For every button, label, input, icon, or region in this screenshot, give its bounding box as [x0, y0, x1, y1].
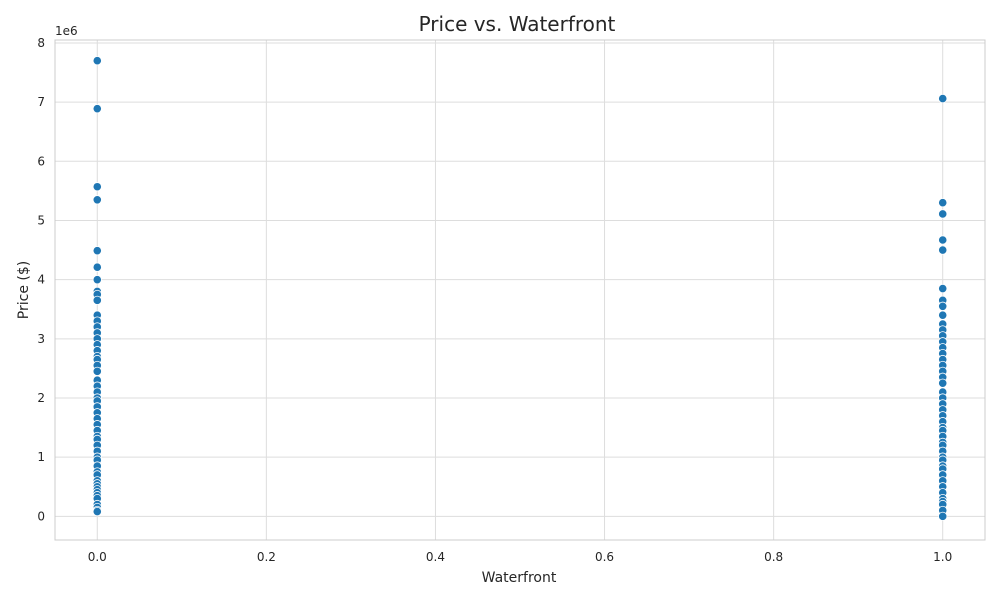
- data-points: [92, 56, 948, 521]
- y-tick-label: 3: [37, 332, 45, 346]
- y-tick-label: 8: [37, 36, 45, 50]
- x-axis-label: Waterfront: [482, 570, 557, 586]
- x-tick-label: 0.0: [88, 550, 107, 564]
- x-tick-label: 0.2: [257, 550, 276, 564]
- data-point: [92, 275, 102, 285]
- data-point: [92, 56, 102, 66]
- data-point: [938, 301, 948, 311]
- data-point: [92, 104, 102, 114]
- data-point: [938, 378, 948, 388]
- y-tick-labels: 0 1 2 3 4 5 6 7 8: [37, 36, 45, 523]
- plot-frame: [54, 39, 986, 541]
- y-tick-label: 5: [37, 213, 45, 227]
- x-tick-label: 0.8: [764, 550, 783, 564]
- x-tick-labels: 0.0 0.2 0.4 0.6 0.8 1.0: [88, 550, 953, 564]
- data-point: [938, 198, 948, 208]
- x-tick-label: 0.4: [426, 550, 445, 564]
- chart-title: Price vs. Waterfront: [419, 12, 616, 36]
- data-point: [938, 245, 948, 255]
- y-axis-label: Price ($): [16, 261, 32, 319]
- data-point: [92, 366, 102, 376]
- y-tick-label: 6: [37, 154, 45, 168]
- y-tick-label: 4: [37, 273, 45, 287]
- data-point: [92, 182, 102, 192]
- y-tick-label: 7: [37, 95, 45, 109]
- y-tick-label: 1: [37, 450, 45, 464]
- y-axis-offset-label: 1e6: [55, 24, 78, 38]
- data-point: [938, 209, 948, 219]
- data-point: [938, 93, 948, 104]
- x-tick-label: 0.6: [595, 550, 614, 564]
- data-point: [938, 310, 948, 320]
- y-tick-label: 2: [37, 391, 45, 405]
- data-point: [92, 246, 102, 256]
- data-point: [92, 506, 102, 517]
- y-tick-label: 0: [37, 509, 45, 523]
- x-tick-label: 1.0: [933, 550, 952, 564]
- data-point: [92, 262, 102, 272]
- data-point: [938, 283, 948, 294]
- data-point: [92, 195, 102, 205]
- data-point: [92, 295, 102, 305]
- data-point: [938, 235, 948, 245]
- data-point: [938, 511, 948, 521]
